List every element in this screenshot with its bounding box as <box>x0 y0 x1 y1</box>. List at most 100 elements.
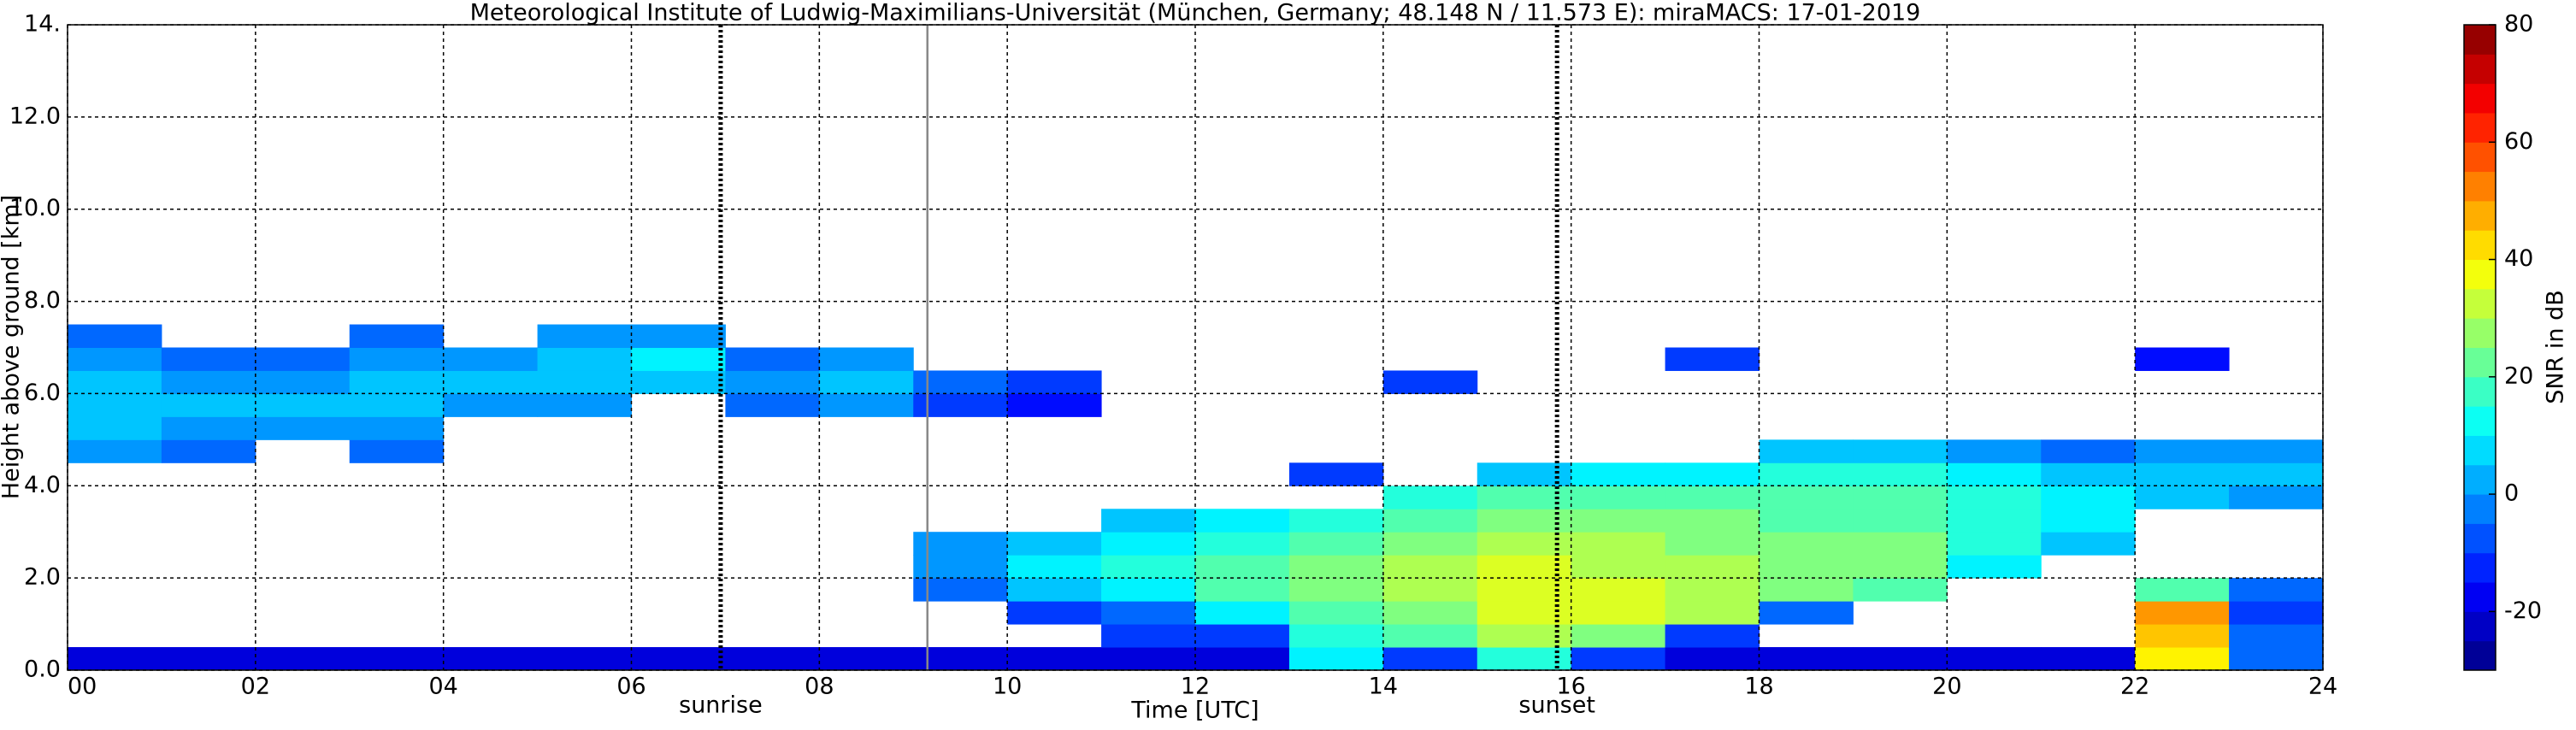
colorbar-band <box>2464 494 2496 524</box>
cell <box>1382 486 1478 509</box>
cell <box>1853 509 1948 533</box>
cell <box>443 347 539 371</box>
cell <box>1853 647 1948 671</box>
cell <box>161 439 256 463</box>
cell <box>2229 578 2324 602</box>
x-tick-label: 22 <box>2120 674 2149 700</box>
cell <box>1195 624 1290 648</box>
cell <box>1101 555 1196 579</box>
cell <box>1665 509 1760 533</box>
cell <box>68 393 162 417</box>
cell <box>1853 462 1948 486</box>
cell <box>255 647 351 671</box>
cell <box>1665 532 1760 556</box>
plot-frame <box>67 24 2324 671</box>
cell <box>68 416 162 440</box>
cell <box>1665 462 1760 486</box>
cell <box>1382 555 1478 579</box>
cell <box>1288 555 1384 579</box>
cell <box>1288 462 1384 486</box>
cell <box>2041 462 2136 486</box>
cell <box>68 347 162 371</box>
cell <box>2041 647 2136 671</box>
cell <box>1007 601 1102 625</box>
y-axis-label: Height above ground [km] <box>0 195 25 499</box>
cell <box>443 370 539 394</box>
cell <box>1382 509 1478 533</box>
cell <box>2229 439 2324 463</box>
cell <box>1947 439 2042 463</box>
cell <box>537 393 632 417</box>
cell <box>1007 578 1102 602</box>
colorbar-tick-label: 40 <box>2504 245 2533 272</box>
cell <box>1571 532 1666 556</box>
cell <box>2229 647 2324 671</box>
cell <box>725 370 820 394</box>
cell <box>1288 578 1384 602</box>
cell <box>913 393 1008 417</box>
cell <box>1571 462 1666 486</box>
cell <box>1007 370 1102 394</box>
y-tick-label: 8.0 <box>24 287 61 314</box>
cell <box>913 647 1008 671</box>
cell <box>161 393 256 417</box>
x-tick-label: 24 <box>2308 674 2337 700</box>
cell <box>1288 601 1384 625</box>
cell <box>1665 347 1760 371</box>
cell <box>2041 532 2136 556</box>
y-tick-label: 4.0 <box>24 472 61 498</box>
cell <box>255 347 351 371</box>
cell <box>1571 624 1666 648</box>
cell <box>1665 647 1760 671</box>
colorbar-band <box>2464 230 2496 261</box>
cell <box>349 393 445 417</box>
colorbar-band <box>2464 54 2496 85</box>
cell <box>1853 555 1948 579</box>
cell <box>68 324 162 348</box>
colorbar-frame <box>2463 24 2496 671</box>
colorbar-label: SNR in dB <box>2543 290 2569 404</box>
colorbar-band <box>2464 640 2496 671</box>
cell <box>1382 578 1478 602</box>
x-tick-label: 08 <box>805 674 834 700</box>
cell <box>1947 486 2042 509</box>
cell <box>1759 486 1854 509</box>
chart-title: Meteorological Institute of Ludwig-Maxim… <box>470 0 1921 26</box>
colorbar-tick-label: 60 <box>2504 128 2533 155</box>
cell <box>819 647 914 671</box>
cell <box>1665 624 1760 648</box>
x-axis-label: Time [UTC] <box>1130 698 1259 724</box>
cell <box>1571 509 1666 533</box>
cell <box>1759 462 1854 486</box>
x-tick-label: 20 <box>1932 674 1961 700</box>
cell <box>1101 509 1196 533</box>
cell <box>1382 370 1478 394</box>
cell <box>255 416 351 440</box>
cell <box>1195 601 1290 625</box>
cell <box>537 324 632 348</box>
cell <box>1853 578 1948 602</box>
colorbar-band <box>2464 464 2496 495</box>
cell <box>2041 509 2136 533</box>
colorbar-band <box>2464 435 2496 466</box>
cell <box>161 416 256 440</box>
colorbar-tick-label: 20 <box>2504 362 2533 389</box>
cell <box>349 324 445 348</box>
cell <box>1571 555 1666 579</box>
cell <box>1101 532 1196 556</box>
cell <box>1853 439 1948 463</box>
y-tick-label: 14. <box>24 11 61 38</box>
cell <box>1101 624 1196 648</box>
cell <box>819 370 914 394</box>
cell <box>537 370 632 394</box>
colorbar-band <box>2464 142 2496 173</box>
cell <box>1571 601 1666 625</box>
cell <box>443 647 539 671</box>
cell <box>1007 555 1102 579</box>
cell <box>631 647 726 671</box>
cell <box>1853 486 1948 509</box>
y-tick-label: 10.0 <box>9 195 61 221</box>
cell <box>2229 601 2324 625</box>
cell <box>1195 555 1290 579</box>
y-tick-label: 0.0 <box>24 656 61 683</box>
